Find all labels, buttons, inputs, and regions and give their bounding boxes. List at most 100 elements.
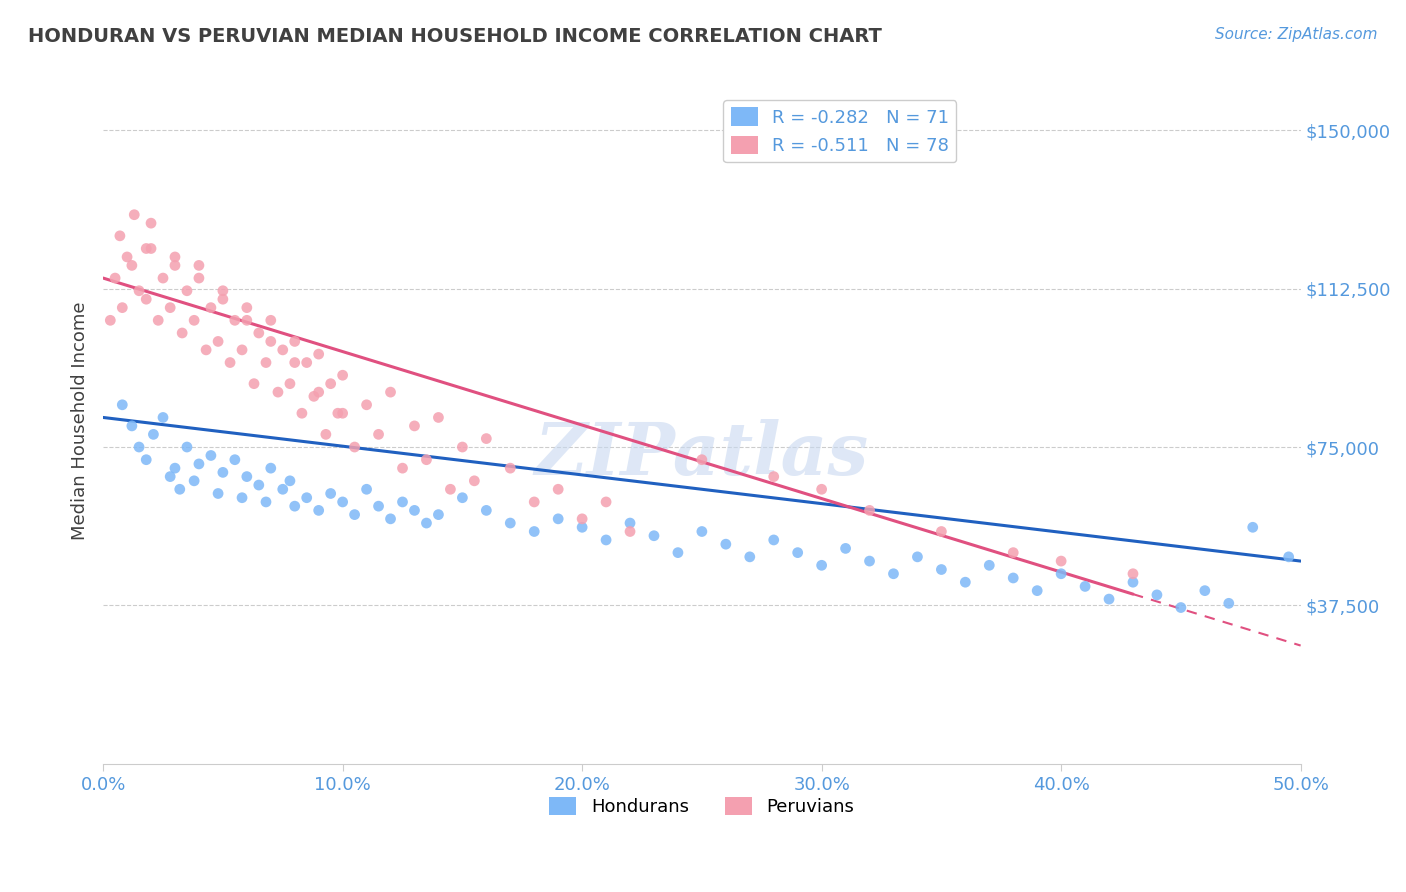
Point: [254, 355, 277, 369]
Point: [415, 452, 437, 467]
Point: [219, 355, 242, 369]
Point: [267, 385, 290, 400]
Point: [714, 537, 737, 551]
Point: [278, 376, 301, 391]
Point: [163, 250, 186, 264]
Point: [200, 301, 222, 315]
Point: [302, 389, 325, 403]
Point: [427, 410, 450, 425]
Point: [499, 516, 522, 530]
Point: [1002, 546, 1025, 560]
Point: [135, 292, 157, 306]
Point: [367, 427, 389, 442]
Point: [1170, 600, 1192, 615]
Text: Source: ZipAtlas.com: Source: ZipAtlas.com: [1215, 27, 1378, 42]
Point: [278, 474, 301, 488]
Point: [1050, 566, 1073, 581]
Point: [308, 347, 330, 361]
Point: [254, 495, 277, 509]
Point: [475, 432, 498, 446]
Point: [104, 271, 127, 285]
Point: [858, 554, 880, 568]
Point: [931, 562, 953, 576]
Point: [690, 452, 713, 467]
Point: [212, 466, 235, 480]
Point: [439, 483, 461, 497]
Point: [295, 355, 318, 369]
Point: [332, 495, 354, 509]
Point: [810, 558, 832, 573]
Point: [163, 259, 186, 273]
Point: [571, 512, 593, 526]
Point: [152, 410, 174, 425]
Point: [451, 491, 474, 505]
Point: [619, 516, 641, 530]
Point: [499, 461, 522, 475]
Point: [882, 566, 904, 581]
Point: [212, 284, 235, 298]
Point: [643, 529, 665, 543]
Point: [1098, 592, 1121, 607]
Point: [108, 228, 131, 243]
Point: [427, 508, 450, 522]
Legend: Hondurans, Peruvians: Hondurans, Peruvians: [543, 789, 862, 823]
Point: [475, 503, 498, 517]
Point: [595, 533, 617, 547]
Point: [523, 524, 546, 539]
Point: [121, 418, 143, 433]
Point: [404, 503, 426, 517]
Point: [619, 524, 641, 539]
Point: [207, 486, 229, 500]
Point: [332, 406, 354, 420]
Point: [1194, 583, 1216, 598]
Point: [176, 440, 198, 454]
Point: [247, 326, 270, 340]
Point: [260, 313, 283, 327]
Point: [955, 575, 977, 590]
Point: [163, 461, 186, 475]
Point: [284, 334, 307, 349]
Point: [858, 503, 880, 517]
Point: [380, 385, 402, 400]
Point: [187, 259, 209, 273]
Point: [666, 546, 689, 560]
Point: [367, 499, 389, 513]
Point: [1146, 588, 1168, 602]
Point: [247, 478, 270, 492]
Point: [343, 508, 366, 522]
Point: [523, 495, 546, 509]
Point: [319, 486, 342, 500]
Point: [195, 343, 218, 357]
Point: [122, 208, 145, 222]
Point: [595, 495, 617, 509]
Point: [356, 398, 378, 412]
Point: [1050, 554, 1073, 568]
Point: [236, 301, 259, 315]
Point: [979, 558, 1001, 573]
Point: [236, 313, 259, 327]
Point: [111, 398, 134, 412]
Point: [224, 313, 246, 327]
Point: [1278, 549, 1301, 564]
Point: [391, 461, 413, 475]
Point: [571, 520, 593, 534]
Point: [183, 474, 205, 488]
Point: [308, 385, 330, 400]
Point: [463, 474, 485, 488]
Point: [907, 549, 929, 564]
Point: [187, 271, 209, 285]
Point: [415, 516, 437, 530]
Point: [332, 368, 354, 383]
Point: [243, 376, 266, 391]
Point: [1122, 566, 1144, 581]
Point: [762, 533, 785, 547]
Point: [111, 301, 134, 315]
Point: [810, 483, 832, 497]
Point: [159, 301, 181, 315]
Point: [343, 440, 366, 454]
Point: [236, 469, 259, 483]
Point: [121, 259, 143, 273]
Point: [231, 491, 253, 505]
Point: [200, 449, 222, 463]
Point: [260, 334, 283, 349]
